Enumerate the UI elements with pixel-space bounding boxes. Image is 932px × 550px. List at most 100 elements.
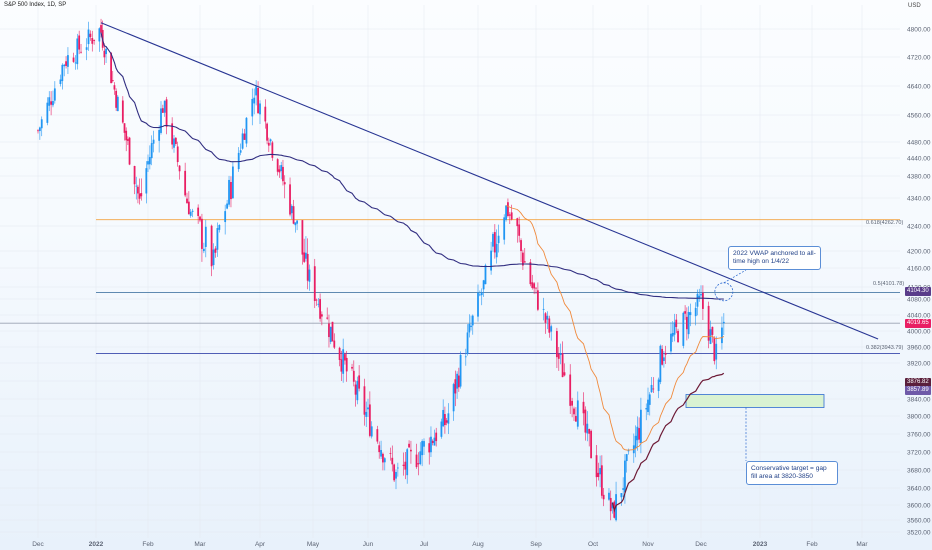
- x-tick-label: Aug: [472, 541, 484, 548]
- candle-body: [684, 311, 686, 314]
- trendline: [100, 22, 879, 340]
- candle-body: [50, 101, 52, 105]
- x-tick-label: May: [307, 541, 320, 548]
- x-tick-label: Nov: [642, 541, 654, 548]
- y-tick-label: 4040.00: [907, 312, 931, 319]
- ema-line: [505, 205, 725, 451]
- candle-body: [93, 39, 96, 41]
- candle-body: [289, 184, 291, 215]
- candle-body: [571, 400, 573, 406]
- candle-body: [189, 211, 192, 216]
- candle-body: [482, 280, 485, 290]
- candle-body: [187, 201, 190, 215]
- candle-body: [345, 357, 348, 372]
- candle-body: [687, 311, 690, 335]
- y-tick-label: 3600.00: [907, 502, 931, 509]
- candle-body: [184, 170, 187, 196]
- candle-body: [271, 142, 274, 158]
- candle-body: [85, 47, 88, 50]
- candle-body: [661, 348, 664, 365]
- candle-body: [367, 407, 369, 410]
- candle-body: [664, 353, 667, 355]
- candle-body: [290, 205, 293, 214]
- candle-body: [544, 313, 547, 323]
- candle-body: [391, 457, 394, 465]
- candle-body: [675, 319, 678, 328]
- candle-body: [340, 359, 343, 372]
- candle-body: [135, 185, 138, 187]
- candle-body: [230, 181, 232, 200]
- candle-body: [442, 409, 445, 427]
- candle-body: [575, 415, 577, 422]
- candle-body: [201, 218, 203, 249]
- candle-body: [370, 426, 373, 437]
- candle-body: [495, 243, 498, 258]
- candle-body: [471, 315, 474, 326]
- candle-body: [38, 127, 41, 132]
- candle-body: [702, 292, 704, 309]
- candle-body: [599, 468, 601, 475]
- candle-body: [625, 454, 628, 462]
- candle-body: [523, 261, 526, 263]
- candle-body: [61, 64, 64, 82]
- candle-body: [713, 337, 716, 362]
- candle-body: [622, 488, 625, 490]
- candle-body: [522, 252, 524, 266]
- candle-body: [696, 293, 699, 307]
- anchored-vwap-line: [611, 372, 725, 513]
- vwap-line: [100, 32, 724, 300]
- candle-body: [80, 51, 82, 53]
- candle-body: [493, 232, 496, 253]
- candle-body: [115, 90, 118, 108]
- candle-body: [444, 414, 446, 426]
- candle-body: [145, 168, 148, 194]
- candle-body: [559, 353, 562, 355]
- candle-body: [590, 430, 592, 459]
- y-tick-label: 4240.00: [907, 223, 931, 230]
- candle-body: [694, 307, 697, 317]
- candle-body: [237, 152, 240, 170]
- candle-body: [111, 80, 114, 82]
- candle-body: [103, 50, 106, 58]
- candle-body: [624, 460, 626, 493]
- y-tick-label: 3760.00: [907, 431, 931, 438]
- candle-body: [253, 97, 256, 104]
- candle-body: [269, 139, 272, 142]
- candle-body: [173, 138, 175, 148]
- candle-body: [611, 502, 614, 509]
- y-tick-label: 3520.00: [907, 529, 931, 536]
- candle-body: [659, 345, 662, 382]
- candle-body: [673, 322, 676, 335]
- candle-body: [663, 357, 665, 361]
- candle-body: [243, 133, 246, 140]
- candle-body: [715, 343, 718, 360]
- candle-body: [241, 133, 244, 149]
- candle-body: [329, 326, 332, 342]
- candle-body: [150, 143, 153, 159]
- y-tick-label: 3720.00: [907, 449, 931, 456]
- candle-body: [301, 220, 304, 255]
- x-tick-label: 2023: [753, 541, 768, 548]
- candle-body: [383, 458, 386, 463]
- candle-body: [267, 142, 270, 146]
- candle-body: [430, 436, 432, 453]
- candle-body: [459, 354, 462, 387]
- candle-body: [91, 38, 94, 44]
- candle-body: [356, 380, 359, 401]
- candle-body: [326, 317, 329, 319]
- candle-body: [176, 146, 179, 163]
- candle-body: [548, 318, 551, 333]
- candle-body: [148, 157, 151, 165]
- candle-body: [556, 331, 558, 358]
- candle-body: [137, 186, 139, 194]
- candle-body: [214, 248, 217, 253]
- candle-body: [161, 108, 164, 113]
- candle-body: [202, 248, 205, 252]
- candle-body: [53, 88, 56, 101]
- candle-body: [204, 226, 207, 247]
- candle-body: [531, 282, 534, 288]
- candle-body: [402, 464, 405, 466]
- candle-body: [464, 356, 467, 358]
- candle-body: [546, 315, 549, 320]
- x-tick-label: Dec: [32, 541, 44, 548]
